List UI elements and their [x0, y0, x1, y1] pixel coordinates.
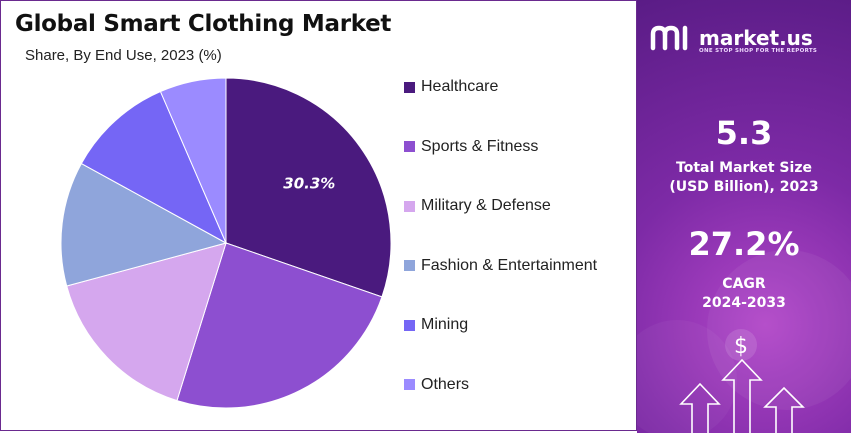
legend-item: Mining	[404, 313, 634, 337]
legend-item: Healthcare	[404, 75, 634, 99]
legend-label: Fashion & Entertainment	[421, 256, 598, 274]
up-arrow-icon	[763, 386, 805, 433]
pie-slice-sports-fitness	[176, 242, 383, 409]
cagr-label-2: 2024-2033	[702, 295, 786, 311]
legend-swatch	[404, 141, 415, 153]
chart-legend: Healthcare Sports & Fitness Military & Def…	[404, 75, 634, 433]
brand-tagline: ONE STOP SHOP FOR THE REPORTS	[699, 48, 818, 54]
legend-label: Mining	[421, 316, 469, 334]
chart-title: Global Smart Clothing Market	[15, 11, 392, 37]
growth-arrows	[679, 358, 805, 433]
pie-slice-mining	[80, 90, 228, 245]
pie-slice-fashion-entertainment	[60, 162, 228, 287]
up-arrow-icon	[679, 382, 721, 433]
cagr-label-1: CAGR	[722, 276, 766, 292]
panel-decoration	[637, 250, 851, 433]
cagr-value: 27.2%	[688, 225, 800, 263]
legend-item: Sports & Fitness	[404, 135, 634, 159]
market-size-value: 5.3	[715, 114, 773, 152]
legend-item: Fashion & Entertainment	[404, 254, 634, 278]
pie-chart: 30.3%	[60, 77, 392, 409]
legend-swatch	[404, 379, 415, 391]
legend-swatch	[404, 81, 415, 93]
chart-frame: Global Smart Clothing Market Share, By E…	[0, 0, 637, 431]
pie-slice-others	[159, 77, 227, 244]
market-size-label-2: (USD Billion), 2023	[669, 179, 819, 195]
market-size-label-1: Total Market Size	[676, 160, 812, 176]
chart-subtitle: Share, By End Use, 2023 (%)	[25, 47, 222, 64]
legend-swatch	[404, 319, 415, 331]
svg-text:$: $	[734, 334, 748, 359]
legend-item: Military & Defense	[404, 194, 634, 218]
legend-swatch	[404, 260, 415, 272]
pie-data-label: 30.3%	[283, 175, 335, 193]
market-us-logo-icon	[650, 25, 688, 51]
legend-swatch	[404, 200, 415, 212]
legend-label: Healthcare	[421, 78, 499, 95]
dollar-icon: $	[725, 329, 757, 361]
up-arrow-icon	[721, 358, 763, 433]
brand-name: market.us	[699, 26, 813, 50]
legend-item: Others	[404, 373, 634, 397]
brand-logo: market.us	[649, 24, 813, 52]
legend-label: Others	[421, 375, 470, 393]
legend-label: Sports & Fitness	[421, 137, 539, 155]
info-panel: market.us ONE STOP SHOP FOR THE REPORTS …	[637, 0, 851, 433]
pie-slice-military-defense	[66, 242, 227, 402]
legend-label: Military & Defense	[421, 197, 551, 215]
pie-slice-healthcare	[225, 77, 392, 298]
